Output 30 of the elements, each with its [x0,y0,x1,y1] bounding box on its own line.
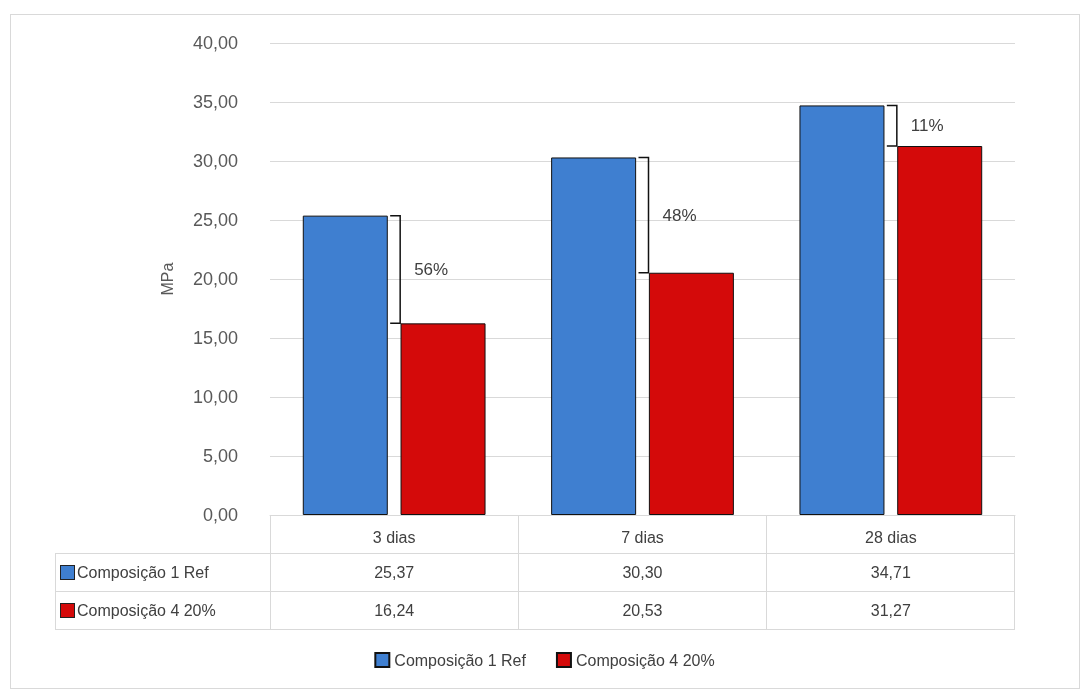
annotation: 11% [910,116,944,136]
data-label: 30,30 [518,553,767,592]
legend-label: Composição 1 Ref [55,553,270,592]
x-tick-label: 28 dias [865,528,917,546]
data-label: 16,24 [270,591,519,630]
y-tick-label: 0,00 [202,505,238,525]
bar [799,105,885,515]
y-tick-label: 15,00 [192,328,238,348]
x-tick-label: 3 dias [372,528,416,546]
y-tick-label: 40,00 [192,33,238,53]
bar [551,157,637,515]
annotation: 48% [662,205,697,225]
bar [302,215,388,515]
annotation: 56% [414,260,449,279]
bar [648,272,734,515]
y-tick-label: 35,00 [192,92,238,112]
data-label: 31,27 [766,591,1015,630]
y-tick-label: 10,00 [192,387,238,407]
y-tick-label: 30,00 [192,151,238,171]
text: Composição 4 20% [77,601,216,619]
text: Composição 1 Ref [394,651,526,669]
data-label: 25,37 [270,553,519,592]
x-tick-label: 7 dias [621,528,664,546]
data-label: 34,71 [766,553,1015,592]
legend-label: Composição 4 20% [575,651,715,669]
y-axis-title: MPa [158,262,176,296]
data-label: 20,53 [518,591,767,630]
y-tick-label: 20,00 [192,269,238,289]
y-tick-label: 5,00 [202,446,238,466]
y-tick-label: 25,00 [192,210,238,230]
